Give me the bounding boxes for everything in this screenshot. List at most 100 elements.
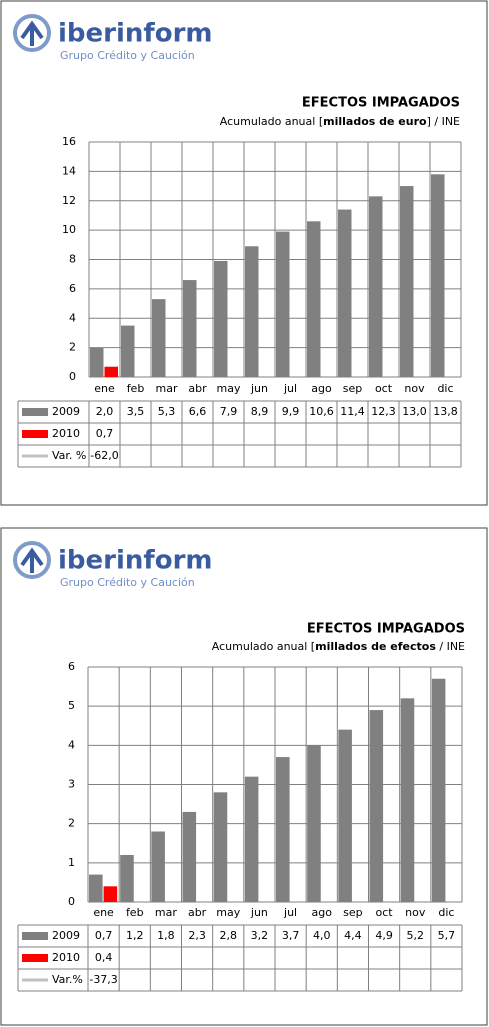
bar <box>214 260 228 377</box>
y-tick-label: 0 <box>68 895 75 908</box>
bar <box>400 698 415 902</box>
y-tick-label: 4 <box>69 311 76 324</box>
bar <box>151 831 165 902</box>
legend-swatch <box>22 408 48 416</box>
x-tick-label: jun <box>250 382 268 395</box>
x-tick-label: mar <box>156 382 178 395</box>
table-value: 10,6 <box>309 405 334 418</box>
logo-ring <box>13 541 51 579</box>
table-value: -62,0 <box>90 449 118 462</box>
legend-label: 2010 <box>52 427 80 440</box>
table-value: 0,7 <box>96 427 114 440</box>
x-tick-label: feb <box>127 382 145 395</box>
bar <box>338 209 352 377</box>
chart-subtitle: Acumulado anual [millados de euro] / INE <box>220 115 460 128</box>
table-value: 0,7 <box>95 929 113 942</box>
table-value: 13,0 <box>402 405 427 418</box>
x-tick-label: nov <box>405 906 426 919</box>
table-value: 8,9 <box>251 405 269 418</box>
bar <box>307 745 321 902</box>
bar <box>276 231 290 377</box>
table-value: 7,9 <box>220 405 238 418</box>
bar <box>104 366 118 377</box>
y-tick-label: 14 <box>62 164 76 177</box>
y-tick-label: 3 <box>68 778 75 791</box>
table-value: 4,0 <box>313 929 331 942</box>
x-tick-label: abr <box>188 382 207 395</box>
table-value: 2,8 <box>220 929 238 942</box>
x-tick-label: dic <box>437 382 453 395</box>
table-value: 12,3 <box>371 405 396 418</box>
y-tick-label: 2 <box>68 817 75 830</box>
table-value: 5,3 <box>158 405 176 418</box>
table-value: 13,8 <box>433 405 458 418</box>
table-value: 3,7 <box>282 929 300 942</box>
y-tick-label: 4 <box>68 738 75 751</box>
subtitle-part: Acumulado anual [ <box>212 640 315 653</box>
table-value: 11,4 <box>340 405 365 418</box>
table-value: 5,7 <box>438 929 456 942</box>
bar <box>182 811 197 902</box>
table-value: 4,9 <box>375 929 393 942</box>
logo-arrow <box>20 20 44 46</box>
x-tick-label: may <box>216 906 240 919</box>
subtitle-part: Acumulado anual [ <box>220 115 323 128</box>
x-tick-label: sep <box>343 906 362 919</box>
x-tick-label: dic <box>438 906 454 919</box>
table-value: 1,8 <box>157 929 175 942</box>
table-value: 4,4 <box>344 929 362 942</box>
bar <box>89 874 103 902</box>
legend-swatch <box>22 430 48 438</box>
x-tick-label: feb <box>126 906 144 919</box>
y-tick-label: 6 <box>69 282 76 295</box>
brand-name: iberinform <box>58 19 213 49</box>
y-tick-label: 1 <box>68 856 75 869</box>
x-tick-label: mar <box>155 906 177 919</box>
chart-subtitle: Acumulado anual [millados de efectos / I… <box>212 640 465 653</box>
y-tick-label: 6 <box>68 660 75 673</box>
x-tick-label: ago <box>312 906 333 919</box>
table-value: 1,2 <box>126 929 144 942</box>
x-tick-label: jul <box>283 906 297 919</box>
bar <box>369 196 383 377</box>
y-tick-label: 8 <box>69 253 76 266</box>
bar <box>307 221 321 377</box>
logo-ring <box>13 14 51 52</box>
y-tick-label: 10 <box>62 223 76 236</box>
bar <box>103 886 118 902</box>
legend-swatch <box>22 932 48 940</box>
bar <box>276 757 290 902</box>
legend-label: 2009 <box>52 929 80 942</box>
table-value: 2,0 <box>96 405 114 418</box>
brand-name: iberinform <box>58 546 213 576</box>
x-tick-label: oct <box>376 906 394 919</box>
table-value: 5,2 <box>407 929 425 942</box>
chart-title: EFECTOS IMPAGADOS <box>307 622 465 637</box>
y-tick-label: 12 <box>62 194 76 207</box>
x-tick-label: may <box>217 382 241 395</box>
subtitle-part: / INE <box>436 640 465 653</box>
x-tick-label: abr <box>188 906 207 919</box>
legend-swatch <box>22 954 48 962</box>
subtitle-part: millados de euro <box>323 115 427 128</box>
bar <box>245 246 259 377</box>
table-value: 3,5 <box>127 405 145 418</box>
bar <box>431 678 446 902</box>
table-value: 3,2 <box>251 929 269 942</box>
x-tick-label: nov <box>404 382 425 395</box>
legend-label: 2010 <box>52 951 80 964</box>
y-tick-label: 16 <box>62 135 76 148</box>
bar <box>213 792 228 902</box>
x-tick-label: jul <box>283 382 297 395</box>
table-value: 9,9 <box>282 405 300 418</box>
x-tick-label: oct <box>375 382 393 395</box>
y-tick-label: 5 <box>68 699 75 712</box>
table-value: 2,3 <box>188 929 206 942</box>
bar <box>431 174 445 377</box>
bar <box>244 776 259 902</box>
bar <box>90 347 104 377</box>
bar <box>338 729 352 902</box>
x-tick-label: ene <box>93 906 114 919</box>
